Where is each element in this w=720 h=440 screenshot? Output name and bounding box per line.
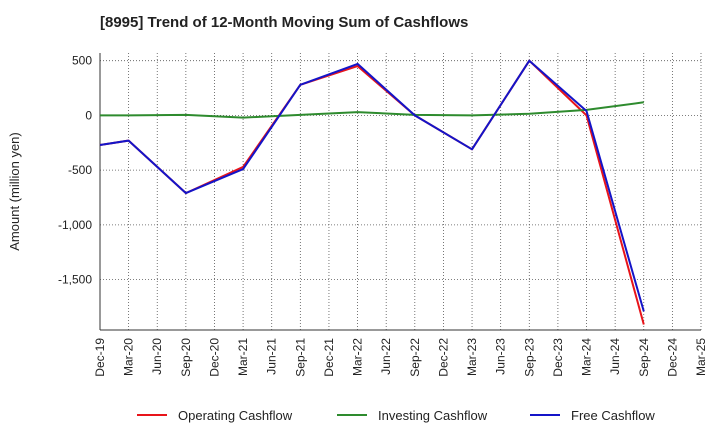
x-tick-label: Dec-21	[322, 338, 336, 377]
x-tick-label: Jun-22	[379, 338, 393, 375]
x-tick-label: Mar-22	[351, 338, 365, 376]
plot-area	[100, 53, 701, 330]
series-line-investing-cashflow	[100, 101, 644, 119]
y-axis-title: Amount (million yen)	[7, 132, 22, 251]
x-tick-label: Dec-19	[93, 338, 107, 377]
series-line-free-cashflow	[99, 59, 645, 312]
y-tick-label: -1,000	[58, 218, 92, 232]
chart-title: [8995] Trend of 12-Month Moving Sum of C…	[100, 14, 469, 31]
x-tick-label: Jun-21	[265, 338, 279, 375]
y-tick-label: 500	[72, 54, 92, 68]
x-tick-label: Jun-20	[150, 338, 164, 375]
x-tick-label: Sep-20	[179, 338, 193, 377]
x-tick-label: Mar-23	[465, 338, 479, 376]
x-tick-label: Dec-20	[207, 338, 221, 377]
x-tick-label: Sep-22	[408, 338, 422, 377]
y-tick-label: -1,500	[58, 273, 92, 287]
x-tick-label: Mar-24	[580, 338, 594, 376]
legend-label: Operating Cashflow	[178, 408, 293, 423]
x-tick-label: Sep-24	[637, 338, 651, 377]
x-tick-label: Dec-24	[665, 338, 679, 377]
x-tick-label: Mar-25	[694, 338, 708, 376]
x-tick-label: Mar-21	[236, 338, 250, 376]
x-tick-label: Jun-24	[608, 338, 622, 375]
y-tick-label: -500	[68, 163, 92, 177]
legend-label: Investing Cashflow	[378, 408, 488, 423]
x-tick-label: Sep-21	[293, 338, 307, 377]
x-tick-label: Sep-23	[522, 338, 536, 377]
y-tick-label: 0	[85, 108, 92, 122]
legend-label: Free Cashflow	[571, 408, 655, 423]
x-tick-label: Mar-20	[122, 338, 136, 376]
x-tick-label: Jun-23	[494, 338, 508, 375]
x-tick-label: Dec-22	[436, 338, 450, 377]
x-tick-label: Dec-23	[551, 338, 565, 377]
